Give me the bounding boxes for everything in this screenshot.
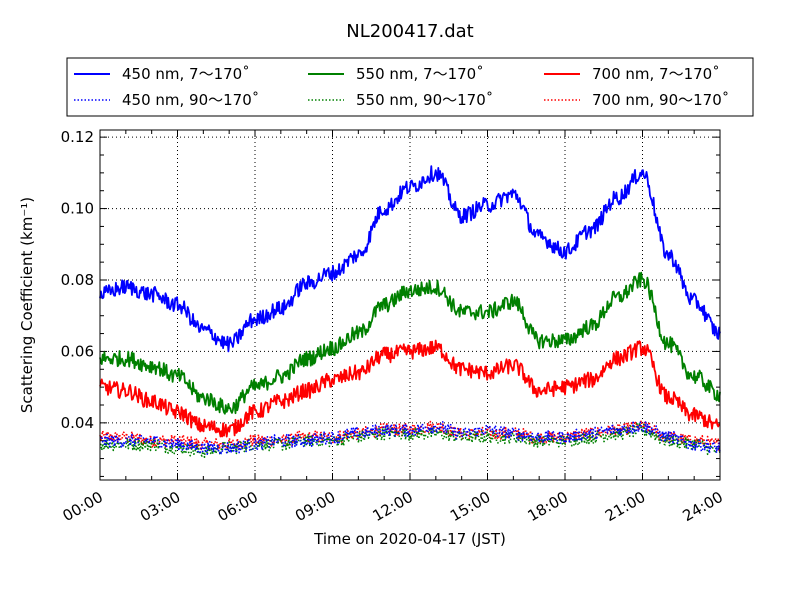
x-tick-label: 24:00 [680, 488, 726, 525]
series-line-4 [99, 339, 721, 438]
chart-title: NL200417.dat [346, 21, 473, 42]
series-layer [99, 165, 721, 458]
y-axis-label: Scattering Coefficient (km⁻¹) [18, 197, 36, 413]
series-line-2 [99, 271, 721, 415]
x-tick-label: 15:00 [447, 488, 493, 525]
series-line-5 [99, 419, 721, 452]
x-tick-label: 06:00 [215, 488, 261, 525]
legend-label-1: 450 nm, 90～170˚ [122, 91, 259, 109]
y-tick-label: 0.12 [61, 128, 94, 146]
series-line-0 [99, 165, 721, 353]
y-tick-labels: 0.04 0.06 0.08 0.10 0.12 [61, 128, 94, 432]
x-axis-label: Time on 2020-04-17 (JST) [313, 530, 506, 548]
y-tick-label: 0.04 [61, 414, 94, 432]
legend-label-4: 700 nm, 7～170˚ [592, 65, 720, 83]
y-tick-label: 0.08 [61, 271, 94, 289]
plot-frame [99, 129, 721, 481]
y-tick-label: 0.10 [61, 200, 94, 218]
legend-label-5: 700 nm, 90～170˚ [592, 91, 729, 109]
legend: 450 nm, 7～170˚ 550 nm, 7～170˚ 700 nm, 7～17… [66, 57, 754, 117]
x-tick-label: 21:00 [602, 488, 648, 525]
series-line-1 [99, 421, 721, 455]
x-tick-label: 00:00 [60, 488, 106, 525]
x-tick-label: 09:00 [292, 488, 338, 525]
x-tick-label: 03:00 [137, 488, 183, 525]
legend-label-0: 450 nm, 7～170˚ [122, 65, 250, 83]
x-tick-label: 18:00 [525, 488, 571, 525]
legend-frame [66, 57, 754, 117]
legend-label-2: 550 nm, 7～170˚ [356, 65, 484, 83]
legend-label-3: 550 nm, 90～170˚ [356, 91, 493, 109]
y-tick-label: 0.06 [61, 342, 94, 360]
x-tick-label: 12:00 [370, 488, 416, 525]
x-tick-labels: 00:00 03:00 06:00 09:00 12:00 15:00 18:00 21:00… [60, 488, 726, 525]
